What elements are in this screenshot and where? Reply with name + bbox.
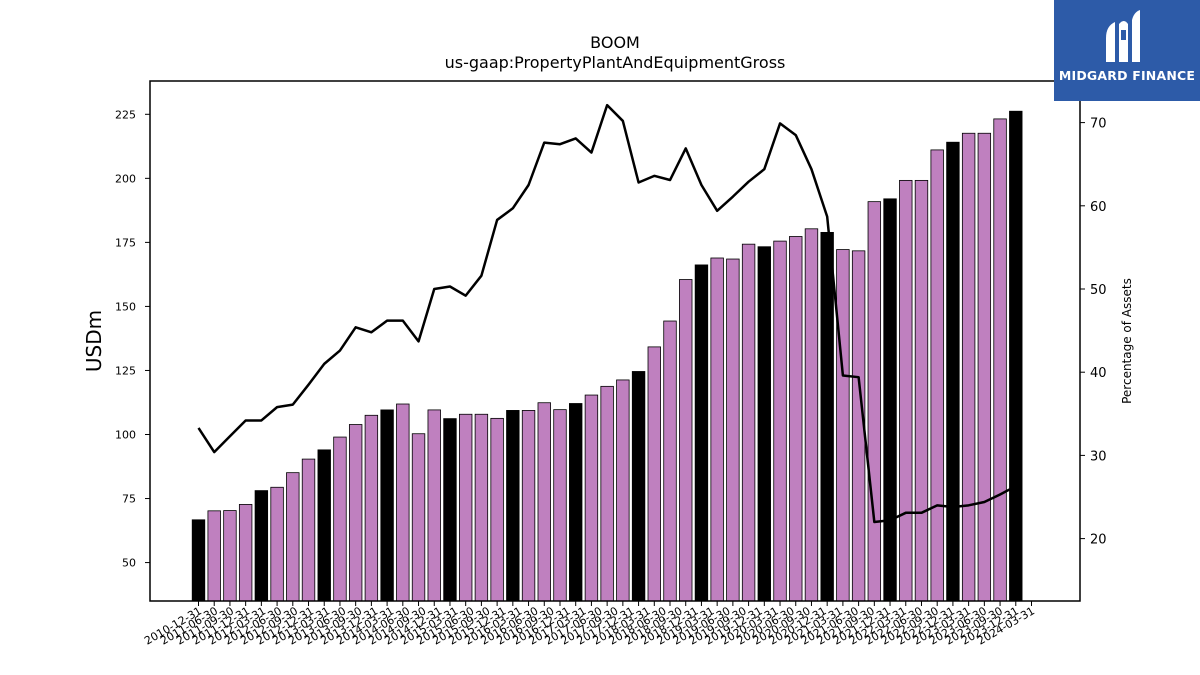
y2-tick-label: 60 (1090, 200, 1107, 215)
bar (490, 417, 504, 602)
bar (977, 132, 992, 602)
logo-text: MIDGARD FINANCE (1058, 68, 1196, 83)
bar (191, 519, 206, 602)
bar (286, 472, 300, 602)
bar (836, 249, 850, 602)
bar (506, 410, 520, 602)
percentage-of-assets-line (197, 103, 1017, 524)
y2-tick-label: 30 (1090, 449, 1107, 464)
y2-tick-label: 70 (1090, 117, 1107, 132)
bar (223, 510, 237, 602)
bar (569, 403, 583, 602)
bar (584, 394, 599, 602)
bar (631, 371, 646, 602)
bar (710, 257, 724, 602)
bar (396, 403, 410, 602)
bar (773, 240, 787, 602)
bar (804, 228, 819, 602)
bar (899, 179, 913, 602)
midgard-logo-icon (1106, 10, 1140, 62)
bar (380, 409, 394, 602)
bar (820, 231, 834, 602)
y2-tick-label: 50 (1090, 283, 1107, 298)
y-axis-label: USDm (82, 310, 106, 372)
bar (647, 346, 661, 602)
bar (411, 433, 426, 602)
bar (270, 486, 284, 602)
bar (946, 141, 960, 602)
bar (867, 201, 882, 602)
bar (333, 436, 347, 602)
right-axis-ticks: 20 30 40 50 60 70 (1080, 117, 1107, 548)
bar (521, 410, 536, 602)
plot-frame (149, 80, 1081, 602)
bar (757, 246, 771, 602)
bar (1009, 110, 1023, 602)
bar (537, 402, 551, 602)
y-tick-label: 100 (115, 428, 136, 441)
left-axis-ticks: 50 75 100 125 150 175 200 225 (115, 108, 150, 570)
bar-series (191, 110, 1023, 602)
bar (474, 413, 489, 602)
bar (663, 320, 677, 602)
bar (616, 379, 630, 602)
y-tick-label: 225 (115, 108, 136, 121)
y2-axis-label: Percentage of Assets (1120, 278, 1134, 404)
bar (993, 118, 1007, 602)
y-tick-label: 150 (115, 300, 136, 313)
y-tick-label: 75 (122, 493, 136, 506)
bar (317, 449, 331, 602)
chart-title: BOOM (590, 33, 640, 52)
bar (238, 504, 253, 602)
y2-tick-label: 20 (1090, 533, 1107, 548)
y-tick-label: 50 (122, 557, 136, 570)
chart-subtitle: us-gaap:PropertyPlantAndEquipmentGross (445, 53, 786, 72)
bar (458, 413, 473, 602)
bar (254, 490, 269, 602)
bar (600, 385, 614, 602)
bar (883, 198, 897, 602)
bar (443, 418, 457, 602)
bar (694, 264, 709, 602)
bar (427, 409, 441, 602)
bar (741, 243, 756, 602)
x-axis-ticks: 2010-12-312011-06-302011-09-302011-12-31… (142, 601, 1037, 648)
midgard-finance-logo: MIDGARD FINANCE (1054, 0, 1200, 101)
bar (364, 414, 379, 602)
y-tick-label: 175 (115, 236, 136, 249)
bar (348, 424, 363, 602)
bar (679, 279, 693, 602)
bar (961, 132, 976, 602)
bar (726, 258, 740, 602)
line-series (197, 103, 1017, 524)
bar (789, 236, 803, 602)
bar (553, 409, 567, 602)
bar (207, 510, 221, 602)
bar (301, 458, 316, 602)
y-tick-label: 200 (115, 172, 136, 185)
y-tick-label: 125 (115, 364, 136, 377)
bar (930, 149, 944, 602)
y2-tick-label: 40 (1090, 366, 1107, 381)
bar (914, 179, 929, 602)
